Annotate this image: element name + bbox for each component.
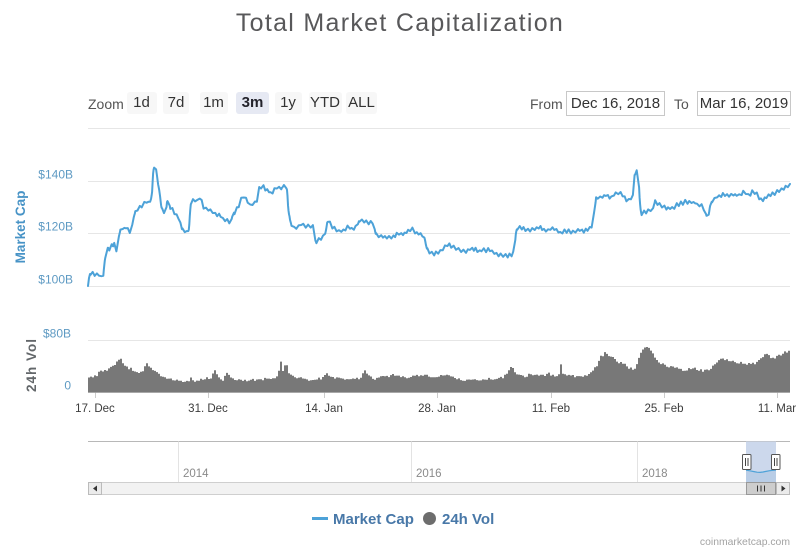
svg-text:28. Jan: 28. Jan — [418, 403, 456, 415]
svg-text:$80B: $80B — [43, 327, 71, 341]
svg-text:$140B: $140B — [38, 168, 73, 182]
svg-text:25. Feb: 25. Feb — [645, 403, 684, 415]
svg-text:coinmarketcap.com: coinmarketcap.com — [700, 537, 790, 548]
svg-text:$100B: $100B — [38, 273, 73, 287]
svg-text:2016: 2016 — [416, 468, 442, 480]
svg-text:14. Jan: 14. Jan — [305, 403, 343, 415]
svg-text:17. Dec: 17. Dec — [75, 403, 115, 415]
svg-text:Market Cap: Market Cap — [13, 191, 28, 264]
svg-text:2014: 2014 — [183, 468, 209, 480]
svg-text:Market Cap: Market Cap — [333, 511, 414, 528]
svg-text:31. Dec: 31. Dec — [188, 403, 228, 415]
svg-text:24h Vol: 24h Vol — [442, 511, 494, 528]
svg-text:11. Mar: 11. Mar — [758, 403, 796, 415]
svg-text:0: 0 — [64, 379, 71, 393]
svg-text:11. Feb: 11. Feb — [532, 403, 570, 415]
svg-text:2018: 2018 — [642, 468, 668, 480]
svg-text:24h Vol: 24h Vol — [24, 338, 39, 392]
svg-text:$120B: $120B — [38, 220, 73, 234]
